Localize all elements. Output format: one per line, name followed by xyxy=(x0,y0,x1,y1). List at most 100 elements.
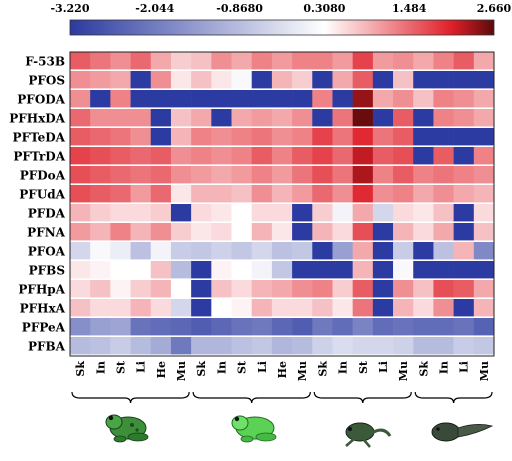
heatmap-cell xyxy=(70,318,91,336)
heatmap-cell xyxy=(372,204,394,222)
heatmap-cell xyxy=(473,280,495,298)
heatmap-cell xyxy=(372,185,394,203)
heatmap-cell xyxy=(231,71,253,89)
heatmap-cell xyxy=(292,261,313,279)
heatmap-cell xyxy=(473,299,495,317)
heatmap-cell xyxy=(473,90,495,108)
heatmap-cell xyxy=(352,166,374,184)
row-label: PFOA xyxy=(28,245,66,259)
heatmap-cell xyxy=(393,299,414,317)
heatmap-cell xyxy=(170,299,192,317)
heatmap-cell xyxy=(231,242,253,260)
row-label: PFTrDA xyxy=(13,150,65,164)
heatmap-cell xyxy=(433,337,454,355)
heatmap-cell xyxy=(453,280,475,298)
row-label: PFDA xyxy=(28,207,66,221)
heatmap-cell xyxy=(251,242,273,260)
heatmap-cell xyxy=(312,52,333,70)
heatmap-cell xyxy=(90,109,111,127)
heatmap-cell xyxy=(150,318,172,336)
heatmap-cell xyxy=(292,71,313,89)
heatmap-cell xyxy=(251,280,273,298)
heatmap-cell xyxy=(70,185,91,203)
heatmap-cell xyxy=(170,223,192,241)
heatmap-cell xyxy=(211,185,232,203)
heatmap-cell xyxy=(170,261,192,279)
heatmap-cell xyxy=(150,223,172,241)
heatmap-cell xyxy=(191,242,212,260)
heatmap-cell xyxy=(292,90,313,108)
heatmap-cell xyxy=(352,52,374,70)
heatmap-cell xyxy=(372,71,394,89)
heatmap-cell xyxy=(271,261,293,279)
heatmap-cell xyxy=(292,185,313,203)
heatmap-cell xyxy=(211,147,232,165)
heatmap-cell xyxy=(271,109,293,127)
heatmap-cell xyxy=(211,109,232,127)
heatmap-cell xyxy=(473,223,495,241)
heatmap-cell xyxy=(170,90,192,108)
heatmap-cell xyxy=(150,185,172,203)
heatmap-cell xyxy=(70,128,91,146)
heatmap-cell xyxy=(433,71,454,89)
heatmap-cell xyxy=(372,166,394,184)
column-label: Mu xyxy=(175,361,188,381)
heatmap-cell xyxy=(130,242,152,260)
heatmap-cell xyxy=(130,185,152,203)
column-label: Sk xyxy=(417,361,430,377)
heatmap-cell xyxy=(413,52,434,70)
heatmap-cell xyxy=(170,204,192,222)
heatmap-cell xyxy=(90,185,111,203)
heatmap-cell xyxy=(312,299,333,317)
row-label: PFBA xyxy=(28,340,66,354)
column-label: St xyxy=(357,360,370,374)
heatmap-cell xyxy=(271,318,293,336)
heatmap-cell xyxy=(292,223,313,241)
heatmap-cell xyxy=(453,128,475,146)
heatmap-cell xyxy=(332,147,353,165)
heatmap-cell xyxy=(191,166,212,184)
heatmap-cell xyxy=(413,204,434,222)
heatmap-cell xyxy=(393,242,414,260)
heatmap-cell xyxy=(251,147,273,165)
heatmap-cell xyxy=(70,52,91,70)
heatmap-cell xyxy=(90,71,111,89)
heatmap-cell xyxy=(191,204,212,222)
heatmap-cell xyxy=(393,337,414,355)
green-frog-icon xyxy=(231,415,277,443)
heatmap-cell xyxy=(292,318,313,336)
heatmap-cell xyxy=(312,90,333,108)
heatmap-cell xyxy=(191,147,212,165)
heatmap-cell xyxy=(211,71,232,89)
heatmap-cell xyxy=(170,109,192,127)
heatmap-cell xyxy=(413,71,434,89)
heatmap-cell xyxy=(292,337,313,355)
heatmap-cell xyxy=(413,147,434,165)
heatmap-cell xyxy=(352,90,374,108)
heatmap-cell xyxy=(292,166,313,184)
heatmap-cell xyxy=(473,337,495,355)
heatmap-cell xyxy=(150,109,172,127)
heatmap-cell xyxy=(70,337,91,355)
heatmap-cell xyxy=(130,90,152,108)
heatmap-cell xyxy=(110,261,131,279)
heatmap-cell xyxy=(251,204,273,222)
heatmap-cell xyxy=(231,299,253,317)
tadpole-icon xyxy=(431,422,494,442)
heatmap-cell xyxy=(372,223,394,241)
heatmap-cell xyxy=(170,185,192,203)
column-label: Li xyxy=(377,361,390,373)
heatmap-cell xyxy=(70,299,91,317)
heatmap-cell xyxy=(130,223,152,241)
heatmap-cell xyxy=(352,261,374,279)
heatmap-cell xyxy=(332,223,353,241)
heatmap-cell xyxy=(170,242,192,260)
heatmap-cell xyxy=(372,261,394,279)
heatmap-cell xyxy=(110,128,131,146)
heatmap-cell xyxy=(413,242,434,260)
heatmap-cell xyxy=(70,147,91,165)
heatmap-cell xyxy=(332,52,353,70)
heatmap-cell xyxy=(211,90,232,108)
